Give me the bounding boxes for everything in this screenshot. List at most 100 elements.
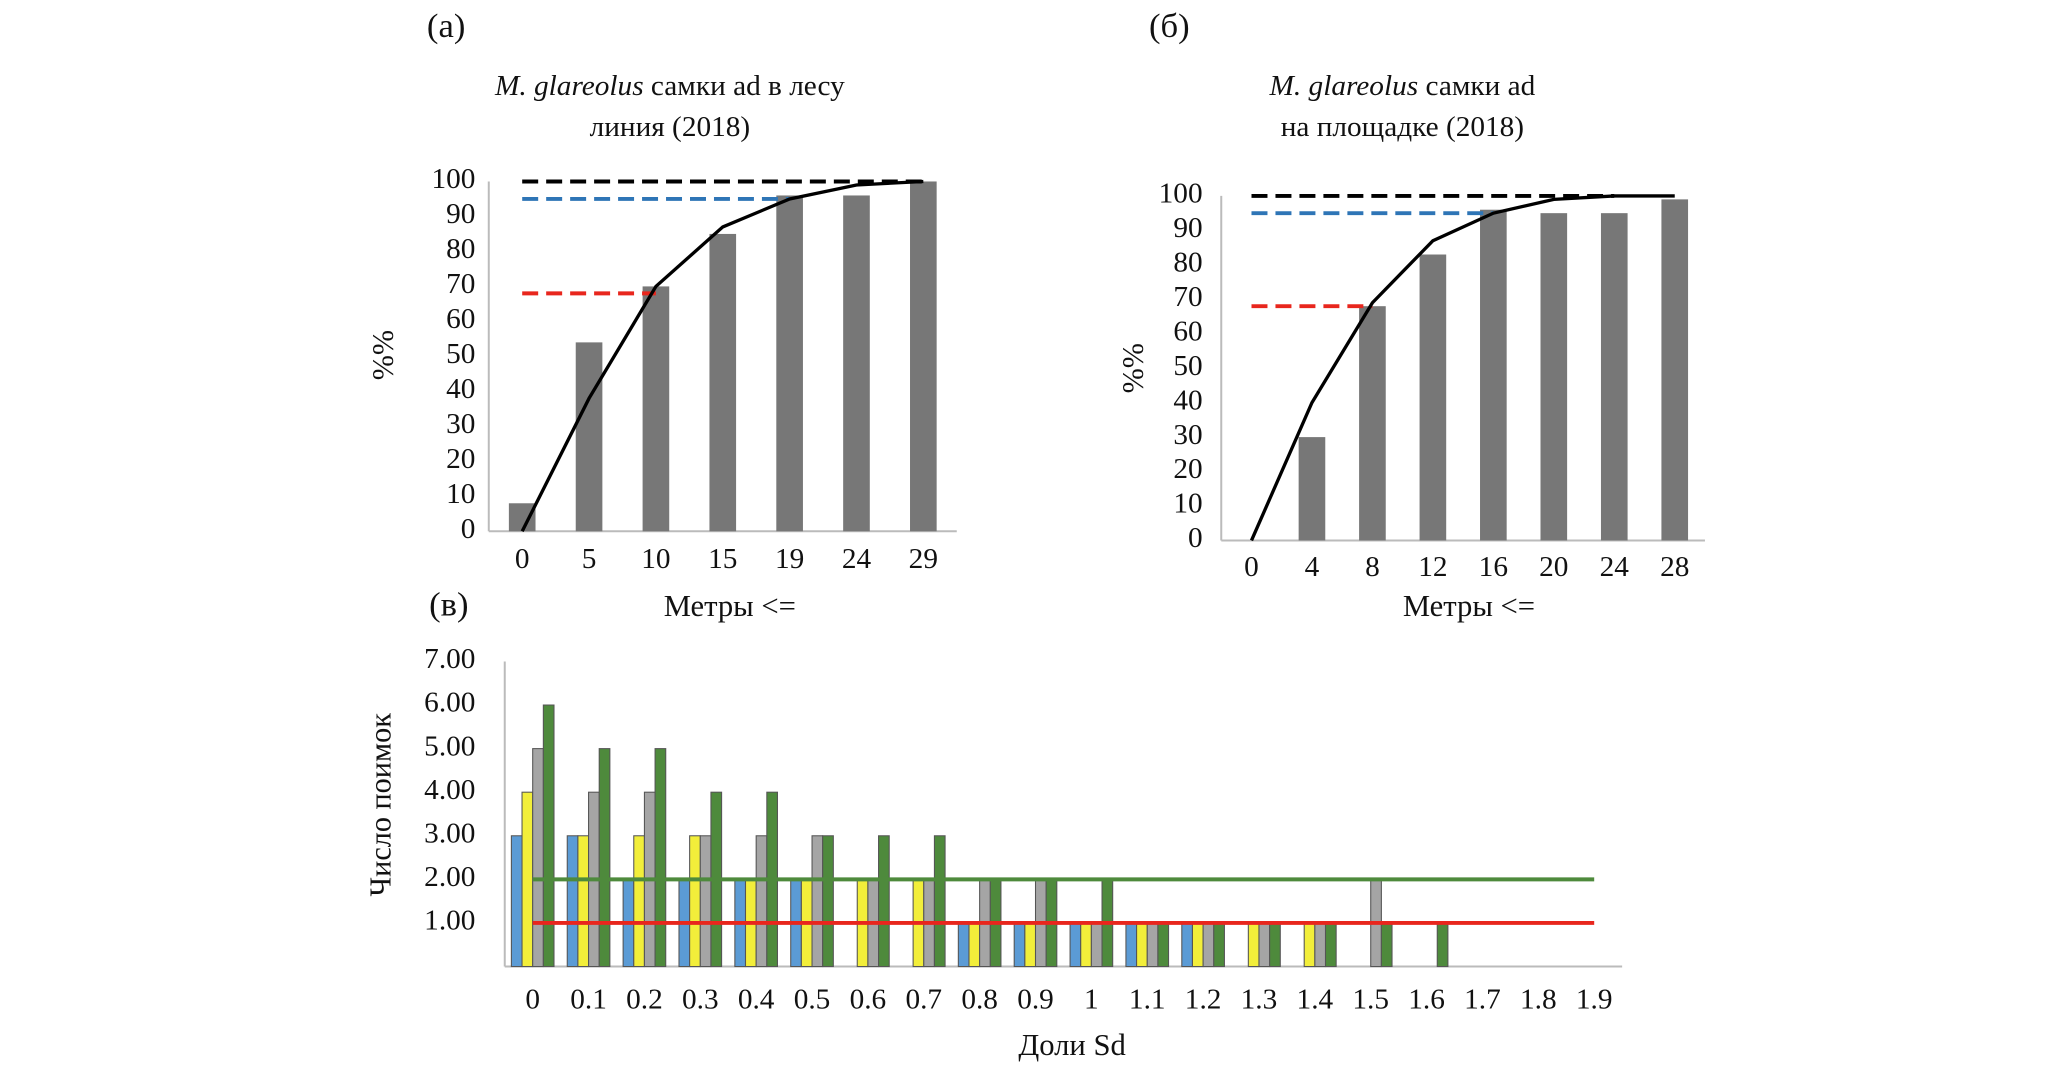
bar [510,835,523,968]
y-tick-label: 100 [1159,178,1203,210]
title-span: линия (2018) [590,111,751,143]
y-tick-label: 60 [446,303,475,335]
bar [566,835,579,968]
y-tick-label: 10 [446,478,475,510]
y-tick-label: 100 [432,163,476,195]
y-tick-label: 30 [1173,419,1202,451]
bar [933,835,946,968]
x-tick-label: 1 [1084,984,1099,1016]
title-span: M. glareolus [1269,70,1419,102]
bar [575,342,603,532]
bar [577,835,590,968]
x-tick-label: 0.2 [626,984,663,1016]
bar [1258,922,1271,968]
bar [1013,922,1026,968]
bar [1080,922,1092,968]
bar [1181,922,1193,968]
bar [1480,209,1507,541]
bar [1024,922,1037,968]
bar [521,791,534,968]
bar [1247,922,1260,968]
cumulative-line [1249,194,1675,542]
bar [1359,306,1386,541]
bar [1202,922,1215,968]
x-tick-label: 1.1 [1129,984,1166,1016]
panel-label: (в) [429,586,468,624]
bar [1146,922,1159,968]
x-tick-label: 0.6 [850,984,887,1016]
bar [1540,213,1568,541]
bar [1380,922,1393,968]
cumulative-line [520,179,924,532]
x-tick-label: 28 [1660,551,1689,583]
x-tick-label: 12 [1418,551,1447,583]
stage: (а) M. glareolus самки ad в лесу линия (20… [363,7,1705,1062]
y-tick-label: 70 [446,268,475,300]
x-axis-label: Метры <= [664,589,796,623]
y-tick-label: 5.00 [424,730,475,762]
x-tick-label: 0 [1244,551,1259,583]
bar [689,835,701,968]
x-tick-label: 0.9 [1017,984,1054,1016]
bar [542,704,555,968]
bar [1090,922,1103,968]
bar [1298,437,1326,541]
x-tick-label: 1.8 [1520,984,1557,1016]
x-tick-label: 4 [1305,551,1320,583]
bar [811,835,824,968]
bar [968,922,981,968]
y-tick-label: 20 [446,443,475,475]
bar [1157,922,1170,968]
bar [532,748,544,968]
y-tick-label: 1.00 [424,905,475,937]
y-tick-label: 70 [1173,281,1202,313]
y-tick-label: 10 [1173,488,1202,520]
panel-label: (б) [1149,7,1190,45]
bar [1213,922,1225,968]
x-tick-label: 0.8 [961,984,998,1016]
bar [755,835,768,968]
y-tick-label: 0 [461,513,476,545]
chart-panel: (а) M. glareolus самки ad в лесу линия (20… [366,7,957,623]
bar [598,748,611,968]
chart-panel: (б) M. glareolus самки ad на площадке (201… [1116,7,1705,623]
x-tick-label: 24 [842,543,872,575]
bar [957,922,970,968]
x-tick-label: 1.4 [1297,984,1334,1016]
x-tick-label: 0.5 [794,984,831,1016]
y-tick-label: 30 [446,408,475,440]
title-span: на площадке (2018) [1281,111,1524,143]
bar [910,181,937,532]
chart-title: M. glareolus самки ad в лесу [494,70,845,102]
y-tick-label: 6.00 [424,687,475,719]
x-tick-label: 0 [525,984,540,1016]
y-tick-label: 80 [1173,247,1202,279]
y-tick-label: 20 [1173,453,1202,485]
x-tick-label: 1.2 [1185,984,1222,1016]
bar [1136,922,1148,968]
x-tick-label: 1.3 [1241,984,1278,1016]
y-tick-label: 50 [446,338,475,370]
x-tick-label: 0 [515,543,530,575]
title-span: самки ad в лесу [644,70,846,102]
x-tick-label: 1.5 [1352,984,1389,1016]
bar [699,835,712,968]
bar [1324,922,1337,968]
x-tick-label: 19 [775,543,804,575]
x-tick-label: 24 [1600,551,1630,583]
bar [709,233,737,532]
bar [508,503,536,532]
bar [1269,922,1281,968]
bar [822,835,834,968]
chart-panel: (в) Число поимок Доли Sd 1.00 2.00 3.00 4.00 5.… [363,586,1623,1062]
y-tick-label: 2.00 [424,861,475,893]
y-axis-label: %% [366,330,400,380]
x-tick-label: 1.6 [1408,984,1445,1016]
x-tick-label: 16 [1479,551,1508,583]
y-tick-label: 0 [1188,522,1203,554]
bar [1314,922,1327,968]
y-tick-label: 80 [446,233,475,265]
x-axis-label: Метры <= [1403,589,1535,623]
chart-title: линия (2018) [590,111,751,143]
title-span: самки ad [1418,70,1536,102]
